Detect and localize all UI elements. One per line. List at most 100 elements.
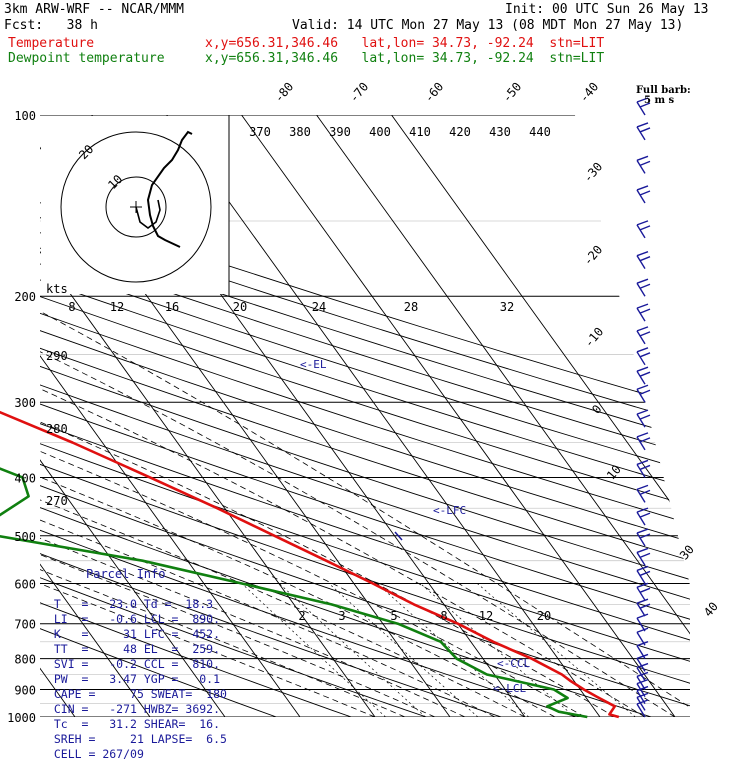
isotherm-label: 40 (701, 599, 721, 619)
dewpoint-line (0, 467, 588, 719)
dry-adiabat-line (40, 115, 577, 717)
wind-barb (636, 484, 651, 503)
mixing-ratio-line (476, 583, 636, 717)
wind-barb (636, 692, 649, 711)
barb-legend-value: 5 m s (644, 95, 675, 106)
pressure-tick-label: 400 (14, 471, 36, 485)
mixing-ratio-label: 32 (500, 300, 514, 314)
mixing-ratio-label: 5 (390, 609, 397, 623)
wind-barb (636, 122, 651, 141)
wind-barb (636, 613, 649, 632)
dry-adiabat-line (40, 115, 690, 717)
isotherm-label: -40 (577, 80, 602, 106)
isotherm-label: 30 (677, 542, 697, 562)
wind-barb (636, 220, 651, 239)
moist-adiabat-line (40, 295, 676, 717)
wind-barbs (636, 97, 651, 718)
dry-adiabat-line (40, 115, 352, 717)
wind-barb (636, 528, 651, 547)
isotherm-label: -80 (272, 80, 297, 106)
moist-adiabat-line (40, 295, 466, 717)
wind-barb (636, 547, 651, 566)
hodograph-trace-low (135, 199, 161, 229)
isotherm-line (391, 115, 690, 717)
mixing-ratio-line (278, 583, 426, 717)
parcel-info-panel: Parcel Info T = 23.0 Td = 18.3 LI = -0.6… (40, 537, 230, 761)
wind-barb (636, 459, 651, 478)
wind-barb (636, 384, 651, 403)
dry-adiabat-line (40, 115, 690, 717)
wind-barb (636, 185, 651, 204)
wind-barb (636, 409, 651, 428)
wind-barb (636, 347, 651, 366)
isotherm-line (241, 115, 676, 717)
mixing-ratio-label: 12 (479, 609, 493, 623)
isotherm-line (316, 115, 690, 717)
sounding-series (0, 410, 620, 719)
wind-barb (636, 582, 651, 601)
wind-barb (636, 507, 651, 526)
grid-layer (40, 115, 690, 717)
pressure-tick-label: 900 (14, 683, 36, 697)
wind-barb (636, 432, 651, 451)
isotherm-label: -60 (422, 80, 447, 106)
wind-barb (636, 303, 651, 322)
temperature-legend-info: x,y=656.31,346.46 lat,lon= 34.73, -92.24… (205, 36, 605, 51)
forecast-hour: Fcst: 38 h (4, 18, 98, 33)
dry-adiabat-line (40, 115, 690, 717)
model-title: 3km ARW-WRF -- NCAR/MMM (4, 2, 185, 17)
theta-left-label: 290 (46, 349, 68, 363)
wind-barb (636, 155, 651, 174)
mixing-ratio-label: 2 (298, 609, 305, 623)
moist-adiabat-line (40, 295, 436, 717)
wind-barb (636, 366, 651, 385)
mixing-ratio-label: 12 (110, 300, 124, 314)
dry-adiabat-line (40, 115, 690, 717)
parcel-row: CELL = 267/09 (53, 747, 144, 761)
isotherm-line (40, 115, 226, 717)
wind-barb (636, 251, 651, 270)
isotherm-label: -70 (347, 80, 372, 106)
mixing-ratio-label: 8 (68, 300, 75, 314)
wind-barb (636, 699, 649, 718)
isotherm-label: 0 (589, 402, 604, 417)
parcel-row: SREH = 21 LAPSE= 6.5 (53, 732, 227, 746)
wind-barb (636, 598, 651, 617)
theta-label: 440 (529, 125, 551, 139)
temperature-line (0, 410, 620, 719)
isotherm-line (40, 115, 301, 717)
parcel-row: T = 23.0 Td = 18.3 (53, 597, 214, 611)
dry-adiabat-line (40, 115, 277, 717)
parcel-row: SVI = -0.2 CCL = 810. (53, 657, 221, 671)
dry-adiabat-line (40, 115, 690, 717)
isotherm-label: 10 (604, 462, 624, 482)
dry-adiabat-line (40, 115, 690, 717)
init-time: Init: 00 UTC Sun 26 May 13 (505, 2, 709, 17)
theta-left-label: 280 (46, 422, 68, 436)
lfc-annotation: <-LFC (433, 504, 466, 517)
mixing-ratio-label: 20 (537, 609, 551, 623)
moist-adiabat-line (40, 295, 556, 717)
moist-adiabat-line (40, 295, 586, 717)
hodograph-trace (146, 130, 193, 248)
lcl-annotation: <-LCL (493, 682, 526, 695)
ccl-annotation: <-CCL (497, 657, 530, 670)
wind-barb (636, 326, 651, 345)
dry-adiabat-line (40, 115, 502, 717)
moist-adiabat-line (40, 295, 406, 717)
pressure-tick-label: 100 (14, 109, 36, 123)
pressure-tick-label: 800 (14, 653, 36, 667)
dry-adiabat-line (40, 115, 690, 717)
dry-adiabat-line (40, 115, 690, 717)
mixing-ratio-label: 20 (233, 300, 247, 314)
hodograph-background (41, 116, 229, 294)
pressure-tick-label: 300 (14, 396, 36, 410)
wind-barb (636, 671, 649, 690)
parcel-row: K = 31 LFC = 452. (53, 627, 221, 641)
theta-label: 370 (249, 125, 271, 139)
dry-adiabat-line (40, 115, 690, 717)
dry-adiabat-line (40, 115, 690, 717)
el-annotation: <-EL (300, 358, 327, 371)
parcel-row: CIN = -271 HWBZ= 3692. (53, 702, 221, 716)
